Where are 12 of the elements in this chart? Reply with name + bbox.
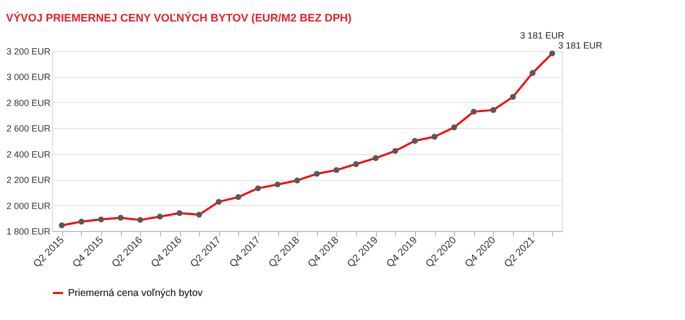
y-tick-label: 2 600 EUR: [6, 124, 51, 134]
y-tick-label: 2 000 EUR: [6, 200, 51, 211]
chart-title: VÝVOJ PRIEMERNEJ CENY VOĽNÝCH BYTOV (EUR/M2 BEZ DPH): [6, 11, 352, 24]
text: 3 181 EUR: [520, 30, 565, 40]
y-tick-label: 2 200 EUR: [6, 175, 51, 186]
y-tick-label: 3 200 EUR: [6, 46, 51, 56]
y-tick-label: 2 400 EUR: [6, 149, 51, 160]
legend-label: Priemerná cena voľných bytov: [68, 288, 203, 299]
y-tick-label: 2 800 EUR: [6, 98, 51, 108]
y-tick-label: 3 000 EUR: [6, 72, 51, 82]
y-tick-label: 1 800 EUR: [6, 226, 51, 236]
text: 3 181 EUR: [558, 40, 603, 50]
